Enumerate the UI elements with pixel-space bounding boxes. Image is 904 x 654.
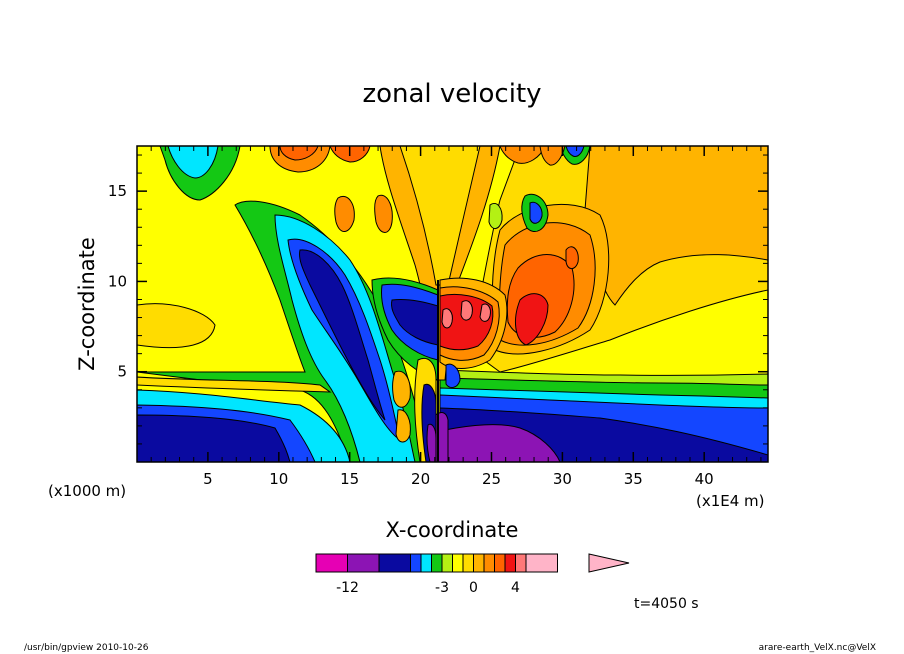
colorbar-segment	[347, 553, 380, 573]
contour-region	[439, 293, 494, 351]
colorbar-label: -3	[435, 580, 449, 596]
plot-frame	[136, 145, 769, 463]
contour-region	[445, 363, 461, 388]
y-tick-label: 15	[108, 182, 127, 200]
colorbar-segment	[431, 553, 443, 573]
colorbar-segment	[494, 553, 506, 573]
colorbar-segment	[525, 553, 558, 573]
contour-region	[444, 424, 561, 462]
footer-right: arare-earth_VelX.nc@VelX	[759, 643, 876, 653]
contour-region	[529, 201, 543, 224]
contour-region	[565, 246, 579, 269]
x-tick-label: 35	[624, 470, 643, 488]
contour-region	[137, 303, 216, 349]
colorbar-extend-arrow	[588, 553, 630, 573]
x-tick-label: 30	[553, 470, 572, 488]
x-axis-label: X-coordinate	[386, 518, 519, 542]
colorbar-segment	[515, 553, 527, 573]
contour-region	[167, 146, 219, 179]
contour-region	[514, 293, 549, 346]
x-tick-label: 25	[482, 470, 501, 488]
colorbar-label: -12	[336, 580, 359, 596]
footer-left: /usr/bin/gpview 2010-10-26	[24, 643, 149, 653]
x-unit-label: (x1E4 m)	[696, 492, 765, 510]
time-annotation: t=4050 s	[634, 596, 699, 612]
colorbar-segment	[410, 553, 422, 573]
colorbar-segment	[315, 553, 348, 573]
x-tick-label: 5	[203, 470, 213, 488]
colorbar: -12 -3 0 4	[315, 553, 630, 596]
colorbar-segment	[452, 553, 464, 573]
contour-region	[426, 423, 437, 462]
contour-region	[565, 146, 585, 157]
colorbar-segment	[483, 553, 495, 573]
contour-region	[391, 299, 439, 346]
y-tick-label: 10	[108, 272, 127, 290]
colorbar-segment	[473, 553, 485, 573]
contour-region	[299, 249, 386, 421]
contour-plot	[137, 146, 768, 462]
contour-region	[479, 303, 491, 322]
colorbar-segment	[462, 553, 474, 573]
y-axis-label: Z-coordinate	[75, 237, 99, 371]
x-tick-label: 15	[340, 470, 359, 488]
x-tick-label: 10	[269, 470, 288, 488]
colorbar-label: 4	[511, 580, 520, 596]
contour-region	[395, 409, 411, 443]
x-axis: 5 10 15 20 25 30 35 40	[150, 146, 762, 488]
contour-region	[137, 376, 332, 393]
contour-region	[392, 370, 411, 408]
contour-region	[441, 308, 453, 329]
y-axis: 5 10 15	[108, 154, 768, 445]
contour-region	[279, 146, 319, 161]
colorbar-segment	[441, 553, 453, 573]
colorbar-segment	[378, 553, 411, 573]
x-tick-label: 40	[695, 470, 714, 488]
contour-region	[374, 194, 393, 233]
colorbar-label: 0	[469, 580, 478, 596]
contour-region	[488, 203, 503, 229]
x-tick-label: 20	[411, 470, 430, 488]
colorbar-segment	[504, 553, 516, 573]
contour-region	[137, 414, 291, 462]
contour-region	[334, 196, 355, 232]
y-tick-label: 5	[117, 363, 127, 381]
chart-title: zonal velocity	[362, 79, 541, 109]
colorbar-segment	[420, 553, 432, 573]
contour-region	[460, 300, 473, 321]
y-unit-label: (x1000 m)	[48, 482, 126, 500]
